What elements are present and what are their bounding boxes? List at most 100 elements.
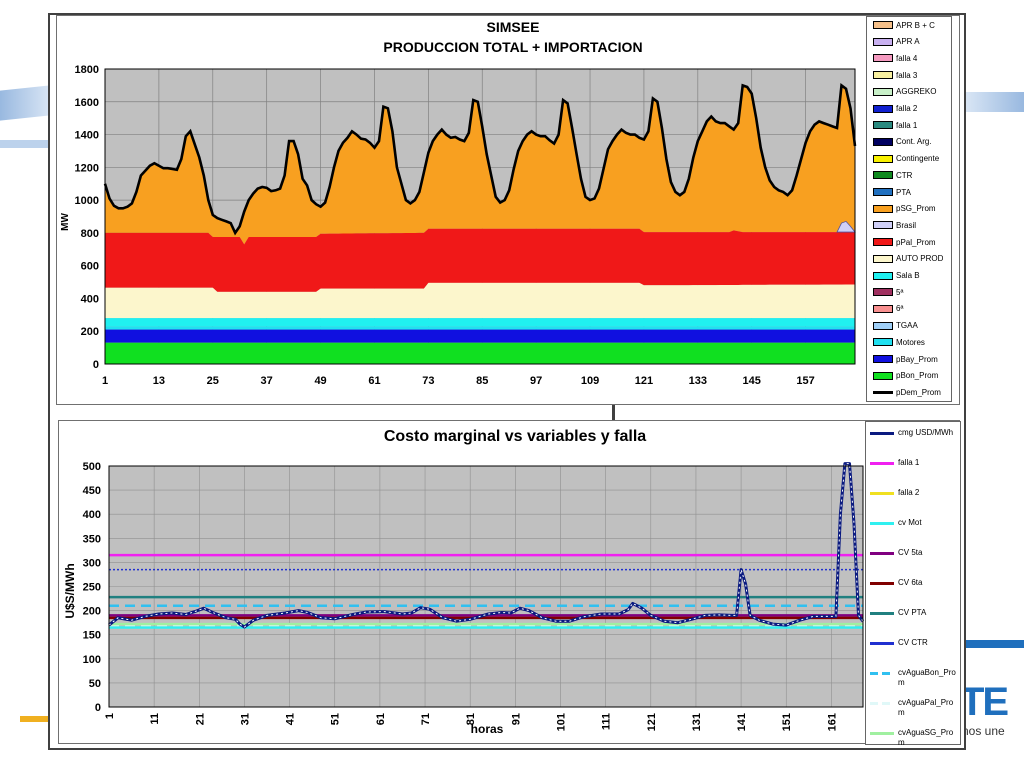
legend-item: pBay_Prom — [873, 352, 938, 366]
legend-item: falla 2 — [870, 488, 956, 498]
line-cmg-dots — [108, 463, 864, 628]
legend-label: falla 1 — [896, 120, 918, 130]
logo-fragment: TE — [960, 680, 1020, 728]
background-stripe-bottom-left — [20, 716, 48, 722]
legend-color-swatch — [873, 338, 893, 347]
x-tick-label: 31 — [239, 713, 251, 725]
x-tick-label: 91 — [510, 713, 522, 725]
legend-color-swatch — [873, 271, 893, 280]
legend-item: Cont. Arg. — [873, 135, 932, 149]
legend-label: falla 4 — [896, 53, 918, 63]
y-tick-label: 200 — [81, 326, 99, 338]
legend-item: AGGREKO — [873, 85, 936, 99]
x-tick-label: 49 — [314, 375, 326, 387]
area-pSG_Prom — [105, 85, 855, 245]
x-tick-label: 51 — [330, 713, 342, 725]
slogan-fragment: nos une — [962, 724, 1005, 738]
x-tick-label: 133 — [689, 375, 707, 387]
y-tick-label: 100 — [83, 654, 101, 666]
chart-title: SIMSEE — [487, 19, 540, 35]
x-tick-label: 161 — [826, 713, 838, 731]
legend-item: Sala B — [873, 269, 920, 283]
legend-item: APR A — [873, 35, 920, 49]
legend-color-swatch — [873, 355, 893, 363]
legend-item: falla 1 — [873, 118, 917, 132]
legend-label: Brasil — [896, 220, 917, 230]
legend-label: APR B + C — [896, 20, 935, 30]
legend-color-swatch — [873, 137, 893, 146]
legend-color-swatch — [873, 204, 893, 213]
x-tick-label: 131 — [691, 713, 703, 731]
x-tick-label: 157 — [796, 375, 814, 387]
x-tick-label: 61 — [375, 713, 387, 725]
area-Motores — [105, 326, 855, 330]
y-tick-label: 1800 — [75, 64, 99, 76]
x-tick-label: 73 — [422, 375, 434, 387]
area-pBon_Prom — [105, 342, 855, 364]
area-Sala B — [105, 318, 855, 327]
background-stripe-right-2 — [966, 640, 1024, 648]
plot-border — [104, 68, 856, 365]
y-tick-label: 1600 — [75, 97, 99, 109]
y-tick-label: 400 — [81, 293, 99, 305]
slogan-text: nos une — [962, 724, 1005, 738]
x-tick-label: 85 — [476, 375, 488, 387]
legend-label: APR A — [896, 37, 920, 47]
y-tick-label: 1400 — [75, 130, 99, 142]
area-Brasil — [836, 220, 856, 233]
legend-label: Sala B — [896, 271, 920, 280]
legend-item: falla 4 — [873, 51, 917, 65]
legend-label: falla 1 — [898, 458, 920, 467]
legend-label: falla 2 — [896, 104, 918, 113]
legend-label: Motores — [896, 337, 925, 347]
legend-color-swatch — [873, 154, 893, 163]
legend-color-swatch — [873, 288, 893, 297]
legend-color-swatch — [873, 171, 893, 180]
x-tick-label: 37 — [261, 375, 273, 387]
legend-label: CTR — [896, 170, 913, 180]
legend-item: CV CTR — [870, 638, 956, 648]
legend-line-swatch — [870, 432, 894, 435]
legend-color-swatch — [873, 87, 893, 96]
legend-item: AUTO PROD — [873, 252, 943, 266]
legend-line-swatch — [870, 552, 894, 555]
legend-item: cvAguaPal_Prom — [870, 698, 956, 718]
x-tick-label: 13 — [153, 375, 165, 387]
legend-item: APR B + C — [873, 18, 935, 32]
legend-line-swatch — [870, 612, 894, 615]
legend-label: cmg USD/MWh — [898, 428, 954, 437]
y-tick-label: 500 — [83, 461, 101, 473]
legend-item: cvAguaSG_Prom — [870, 728, 956, 748]
y-tick-label: 300 — [83, 557, 101, 569]
x-tick-label: 81 — [465, 713, 477, 725]
y-tick-label: 600 — [81, 261, 99, 273]
legend-label: pSG_Prom — [896, 204, 936, 214]
legend-label: Contingente — [896, 154, 940, 164]
y-axis-label: U$S/MWh — [63, 563, 77, 618]
legend-label: cvAguaSG_Prom — [898, 728, 954, 747]
legend-item: pPal_Prom — [873, 235, 936, 249]
legend-color-swatch — [873, 321, 893, 330]
area-pPal_Prom — [105, 228, 855, 292]
y-tick-label: 0 — [95, 702, 101, 714]
legend-color-swatch — [873, 221, 893, 230]
legend-color-swatch — [873, 304, 893, 313]
legend-item: pBon_Prom — [873, 369, 938, 383]
legend-item: Motores — [873, 335, 925, 349]
legend-item: falla 2 — [873, 102, 917, 116]
marginal-cost-chart-panel: Costo marginal vs variables y falla 0 50 1… — [58, 420, 961, 747]
frame-divider — [612, 405, 615, 420]
legend-label: cvAguaPal_Prom — [898, 698, 954, 717]
legend-label: Cont. Arg. — [896, 137, 932, 147]
y-tick-label: 450 — [83, 485, 101, 497]
legend-label: 5ª — [896, 287, 904, 297]
legend-label: CV 5ta — [898, 548, 923, 557]
legend-label: cv Mot — [898, 518, 922, 527]
x-tick-label: 141 — [736, 713, 748, 731]
x-tick-label: 25 — [207, 375, 219, 387]
legend-line-swatch — [870, 672, 894, 675]
legend-color-swatch — [873, 21, 893, 29]
legend-item: CV PTA — [870, 608, 956, 618]
legend-color-swatch — [873, 54, 893, 63]
